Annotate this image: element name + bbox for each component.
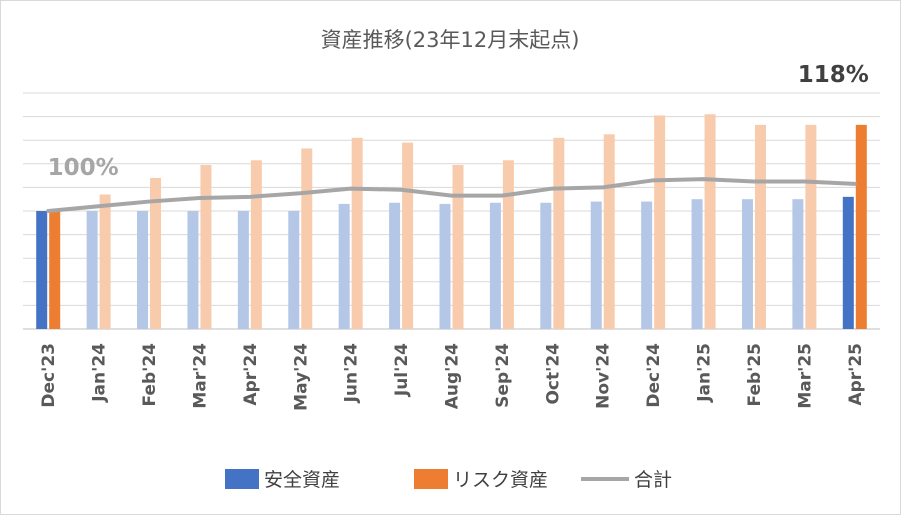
total-line — [46, 177, 857, 213]
risk-asset-bar — [402, 142, 414, 329]
x-tick-label: Apr'24 — [241, 343, 261, 406]
x-tick-label: Dec'24 — [644, 343, 664, 408]
safe-asset-legend-swatch — [225, 469, 259, 489]
x-tick-label: Oct'24 — [543, 343, 563, 405]
safe-asset-bar — [187, 211, 199, 329]
risk-asset-bar — [49, 211, 61, 329]
risk-asset-bar — [553, 137, 565, 329]
x-tick-label: Feb'24 — [140, 343, 160, 407]
chart-title: 資産推移(23年12月末起点) — [321, 28, 580, 52]
risk-asset-bar — [150, 177, 162, 329]
x-tick-label: Jan'24 — [90, 343, 110, 403]
x-tick-label: May'24 — [291, 343, 311, 411]
safe-asset-bar — [237, 211, 249, 329]
safe-asset-bar — [691, 199, 703, 329]
x-tick-label: Jun'24 — [342, 343, 362, 404]
x-tick-label: Sep'24 — [493, 343, 513, 408]
total-legend-label: 合計 — [634, 469, 672, 491]
risk-asset-bar — [704, 114, 716, 330]
risk-asset-bar — [502, 160, 514, 329]
x-tick-label: Dec'23 — [39, 343, 59, 408]
x-tick-label: Nov'24 — [594, 343, 614, 409]
risk-asset-bar — [754, 124, 766, 329]
risk-asset-bar — [200, 164, 212, 329]
safe-asset-bar — [792, 199, 804, 329]
safe-asset-bar — [389, 202, 401, 329]
annotation-label: 118% — [798, 62, 869, 88]
bars — [36, 114, 867, 330]
risk-asset-bar — [250, 160, 262, 329]
legend: 安全資産 リスク資産 合計 — [225, 469, 672, 491]
safe-asset-bar — [36, 211, 48, 329]
annotation-label: 100% — [48, 155, 119, 181]
risk-asset-bar — [452, 164, 464, 329]
safe-asset-bar — [137, 211, 149, 329]
x-tick-label: Aug'24 — [443, 343, 463, 409]
safe-asset-bar — [540, 202, 552, 329]
risk-asset-bar — [654, 115, 666, 329]
safe-asset-bar — [489, 202, 501, 329]
risk-asset-bar — [351, 137, 363, 329]
x-tick-label: Jan'25 — [695, 343, 715, 403]
risk-asset-legend-label: リスク資産 — [453, 469, 548, 491]
safe-asset-bar — [338, 203, 350, 329]
x-tick-label: Jul'24 — [392, 343, 412, 397]
risk-asset-bar — [603, 134, 615, 329]
safe-asset-bar — [439, 203, 451, 329]
safe-asset-bar — [741, 199, 753, 329]
safe-asset-bar — [86, 211, 98, 329]
x-axis-ticks: Dec'23 Jan'24 Feb'24 Mar'24 Apr'24 May'24 Jun'… — [39, 343, 866, 411]
risk-asset-bar — [805, 124, 817, 329]
safe-asset-legend-label: 安全資産 — [264, 469, 340, 491]
x-tick-label: Apr'25 — [846, 343, 866, 406]
safe-asset-bar — [842, 196, 854, 329]
safe-asset-bar — [590, 201, 602, 329]
risk-asset-bar — [301, 148, 313, 329]
x-tick-label: Mar'24 — [190, 343, 210, 409]
risk-asset-bar — [99, 194, 111, 329]
risk-asset-bar — [855, 124, 867, 329]
x-tick-label: Mar'25 — [795, 343, 815, 409]
risk-asset-legend-swatch — [414, 469, 448, 489]
safe-asset-bar — [288, 211, 300, 329]
annotations: 100% 118% — [48, 62, 869, 181]
x-tick-label: Feb'25 — [745, 343, 765, 406]
safe-asset-bar — [641, 201, 653, 329]
total-line-path — [46, 177, 857, 213]
gridlines — [23, 92, 880, 330]
